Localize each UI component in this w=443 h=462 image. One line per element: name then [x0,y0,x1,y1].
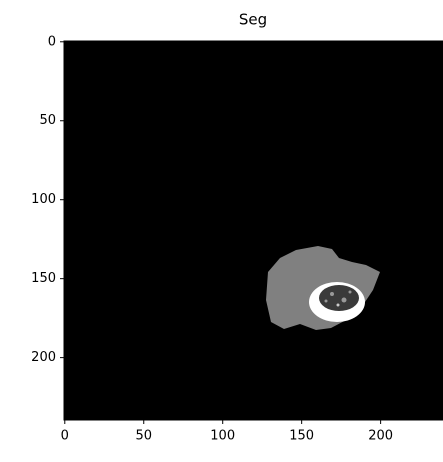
y-tick-label: 200 [31,350,56,365]
chart-title: Seg [239,11,267,29]
speckle [349,291,352,294]
x-tick-label: 0 [61,429,69,444]
speckle [330,292,334,296]
x-tick-label: 50 [135,429,152,444]
chart: Seg 0 50 100 150 200 0 50 100 150 200 [0,0,443,462]
image-background [64,41,443,420]
speckle [337,304,340,307]
y-tick-label: 50 [39,113,56,128]
y-tick-label: 100 [31,192,56,207]
speckle [342,298,347,303]
x-tick-label: 100 [210,429,235,444]
core-region [319,285,359,311]
y-tick-label: 150 [31,271,56,286]
x-tick-label: 200 [368,429,393,444]
x-tick-label: 150 [289,429,314,444]
y-tick-label: 0 [48,34,56,49]
speckle [325,300,328,303]
